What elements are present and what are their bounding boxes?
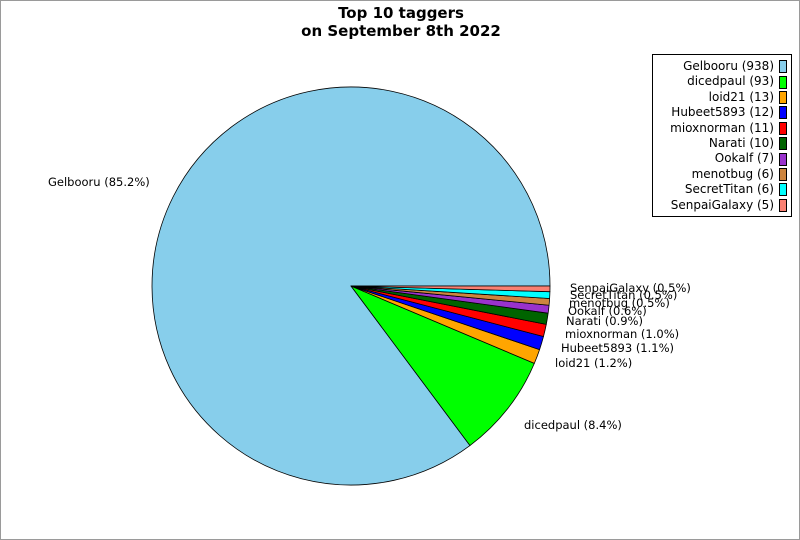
legend-swatch: [779, 121, 787, 135]
legend-item-secrettitan: SecretTitan (6): [657, 182, 787, 197]
legend-label: SecretTitan (6): [684, 182, 774, 197]
slice-label-ookalf: Ookalf (0.6%): [568, 304, 647, 318]
legend-item-hubeet5893: Hubeet5893 (12): [657, 105, 787, 120]
legend-label: Narati (10): [708, 135, 774, 150]
legend-swatch: [779, 198, 787, 212]
legend-swatch: [779, 60, 787, 74]
legend-swatch: [779, 167, 787, 181]
chart-legend: Gelbooru (938) dicedpaul (93) loid21 (13) H…: [652, 54, 792, 217]
slice-label-senpaigalaxy: SenpaiGalaxy (0.5%): [570, 281, 691, 295]
legend-item-senpaigalaxy: SenpaiGalaxy (5): [657, 198, 787, 213]
legend-swatch: [779, 75, 787, 89]
legend-item-dicedpaul: dicedpaul (93): [657, 74, 787, 89]
legend-label: Hubeet5893 (12): [671, 105, 774, 120]
legend-label: SenpaiGalaxy (5): [670, 197, 774, 212]
legend-item-narati: Narati (10): [657, 136, 787, 151]
slice-label-narati: Narati (0.9%): [566, 314, 643, 328]
legend-swatch: [779, 137, 787, 151]
legend-swatch: [779, 90, 787, 104]
legend-label: dicedpaul (93): [687, 74, 774, 89]
slice-label-mioxnorman: mioxnorman (1.0%): [565, 327, 679, 341]
slice-label-gelbooru: Gelbooru (85.2%): [48, 175, 150, 189]
slice-label-secrettitan: SecretTitan (0.5%): [570, 288, 677, 302]
slice-label-menotbug: menotbug (0.5%): [569, 296, 670, 310]
legend-label: mioxnorman (11): [670, 120, 774, 135]
chart-title-line-1: Top 10 taggers: [338, 4, 464, 22]
slice-label-dicedpaul: dicedpaul (8.4%): [524, 418, 622, 432]
legend-label: Ookalf (7): [714, 151, 774, 166]
legend-swatch: [779, 152, 787, 166]
legend-item-gelbooru: Gelbooru (938): [657, 59, 787, 74]
legend-item-ookalf: Ookalf (7): [657, 151, 787, 166]
legend-item-menotbug: menotbug (6): [657, 167, 787, 182]
legend-item-loid21: loid21 (13): [657, 90, 787, 105]
slice-label-hubeet5893: Hubeet5893 (1.1%): [561, 341, 674, 355]
slice-label-loid21: loid21 (1.2%): [555, 356, 632, 370]
legend-label: loid21 (13): [708, 89, 774, 104]
pie-slice-dicedpaul: [350, 285, 535, 446]
legend-item-mioxnorman: mioxnorman (11): [657, 121, 787, 136]
legend-swatch: [779, 106, 787, 120]
legend-label: Gelbooru (938): [683, 59, 774, 73]
chart-title-line-2: on September 8th 2022: [301, 22, 501, 40]
legend-label: menotbug (6): [691, 166, 774, 181]
pie-slice-senpaigalaxy: [350, 285, 551, 293]
pie-slice-gelbooru: [151, 86, 551, 486]
chart-title: Top 10 taggers on September 8th 2022: [1, 4, 799, 40]
legend-swatch: [779, 183, 787, 197]
